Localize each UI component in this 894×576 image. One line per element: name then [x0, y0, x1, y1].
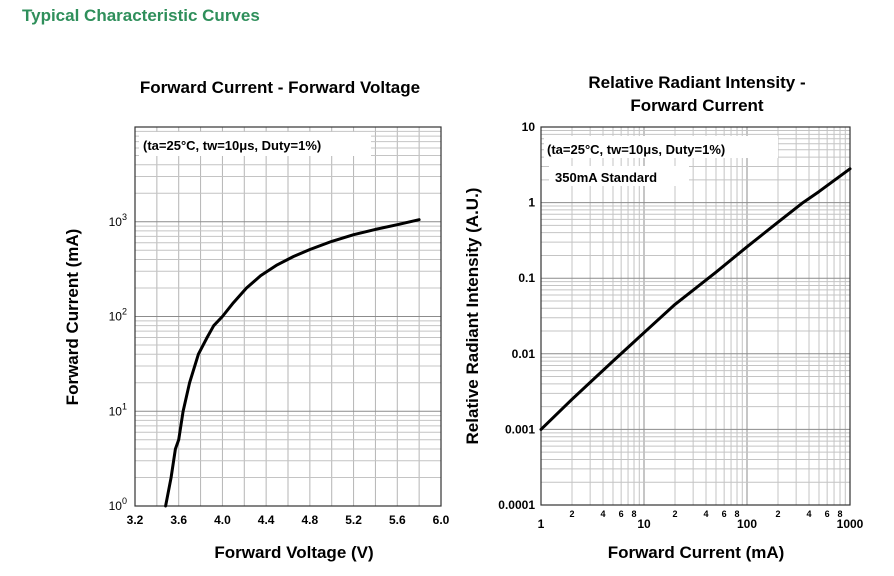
- chart2-annotation: (ta=25°C, tw=10μs, Duty=1%): [547, 142, 725, 157]
- chart2-x-minor-tick-label: 6: [722, 509, 727, 519]
- chart2-x-minor-tick-label: 2: [672, 509, 677, 519]
- chart2-x-minor-tick-label: 6: [825, 509, 830, 519]
- chart1-plot-frame: [134, 126, 442, 507]
- chart1-x-tick-label: 4.4: [258, 513, 275, 527]
- chart2-x-minor-tick-label: 4: [601, 509, 606, 519]
- page-title: Typical Characteristic Curves: [22, 6, 260, 25]
- chart1-y-tick-label: 101: [109, 401, 127, 418]
- chart2-y-tick-label: 10: [522, 120, 536, 134]
- chart1-y-tick-label: 100: [109, 496, 127, 513]
- chart1-x-tick-label: 4.8: [302, 513, 319, 527]
- chart2-title-line2: Forward Current: [630, 96, 764, 115]
- chart2-x-minor-tick-label: 8: [838, 509, 843, 519]
- chart2-x-minor-tick-label: 8: [735, 509, 740, 519]
- chart1-x-tick-label: 5.2: [345, 513, 362, 527]
- chart2-y-tick-label: 1: [528, 196, 535, 210]
- chart2-x-tick-label: 1: [538, 517, 545, 531]
- chart1-annotation: (ta=25°C, tw=10μs, Duty=1%): [143, 138, 321, 153]
- chart1-series-line: [164, 218, 421, 508]
- chart2-x-minor-tick-label: 2: [569, 509, 574, 519]
- chart1-ylabel: Forward Current (mA): [63, 229, 82, 406]
- chart2-y-tick-label: 0.0001: [498, 498, 535, 512]
- chart2-annotation2: 350mA Standard: [555, 170, 657, 185]
- chart2-y-tick-label: 0.1: [518, 271, 535, 285]
- chart1-annotation-bg: [139, 132, 371, 156]
- chart1-x-tick-label: 3.6: [170, 513, 187, 527]
- chart2-y-tick-label: 0.001: [505, 422, 535, 436]
- chart2-plot-bg: [541, 127, 850, 505]
- chart1-x-tick-label: 3.2: [127, 513, 144, 527]
- chart2-x-minor-tick-label: 6: [619, 509, 624, 519]
- chart2-x-tick-label: 10: [637, 517, 651, 531]
- chart1-xlabel: Forward Voltage (V): [214, 543, 373, 562]
- chart2-x-minor-tick-label: 2: [775, 509, 780, 519]
- chart1-title: Forward Current - Forward Voltage: [140, 78, 420, 97]
- chart1-x-tick-label: 5.6: [389, 513, 406, 527]
- chart2-title-line1: Relative Radiant Intensity -: [588, 73, 805, 92]
- chart2-x-tick-label: 100: [737, 517, 757, 531]
- chart2-annotation-bg: [544, 136, 778, 158]
- chart1-x-tick-label: 6.0: [433, 513, 450, 527]
- chart2-series-line: [539, 167, 852, 431]
- chart2-xlabel: Forward Current (mA): [608, 543, 785, 562]
- chart2-x-minor-tick-label: 4: [807, 509, 812, 519]
- chart2-ylabel: Relative Radiant Intensity (A.U.): [463, 188, 482, 445]
- chart2-x-minor-tick-label: 4: [704, 509, 709, 519]
- chart2-plot-frame: [540, 126, 851, 506]
- chart2-annotation2-bg: [549, 166, 689, 186]
- chart1-y-tick-label: 102: [109, 307, 127, 324]
- chart2-x-tick-label: 1000: [837, 517, 864, 531]
- chart2-y-tick-label: 0.01: [512, 347, 536, 361]
- chart1-x-tick-label: 4.0: [214, 513, 231, 527]
- chart1-y-tick-label: 103: [109, 212, 127, 229]
- chart2-x-minor-tick-label: 8: [632, 509, 637, 519]
